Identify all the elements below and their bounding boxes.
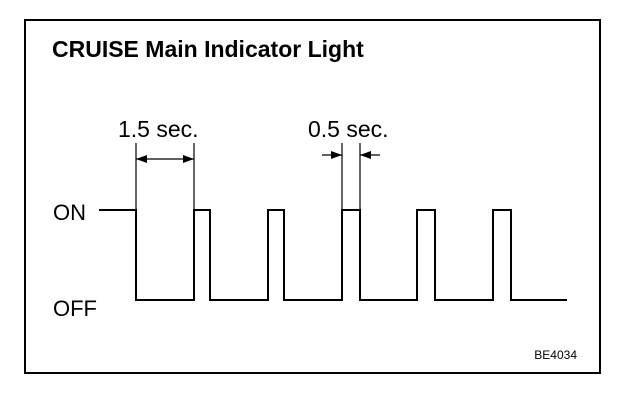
- long-interval-dimension-line: [136, 155, 194, 163]
- figure-code: BE4034: [534, 348, 577, 362]
- on-label: ON: [53, 200, 86, 225]
- diagram-title: CRUISE Main Indicator Light: [52, 36, 364, 62]
- short-interval-label: 0.5 sec.: [308, 116, 389, 142]
- diagram-frame: [24, 19, 601, 374]
- long-interval-label: 1.5 sec.: [118, 116, 199, 142]
- off-label: OFF: [53, 296, 97, 321]
- blink-waveform: [99, 209, 567, 301]
- short-interval-dimension-line: [322, 151, 380, 159]
